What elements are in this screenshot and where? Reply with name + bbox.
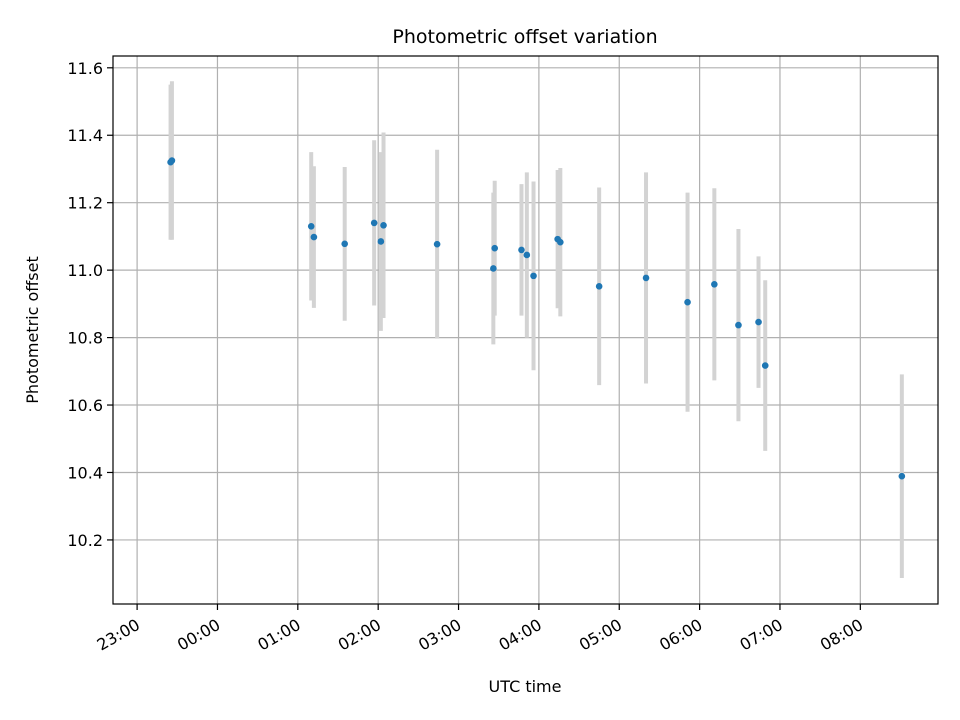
- data-point: [642, 274, 650, 282]
- chart-title: Photometric offset variation: [392, 26, 657, 48]
- data-point: [898, 472, 906, 480]
- data-point: [310, 233, 318, 241]
- data-point: [433, 240, 441, 248]
- data-point: [684, 298, 691, 306]
- data-point: [523, 251, 531, 259]
- data-point: [557, 238, 564, 246]
- data-point: [491, 244, 498, 252]
- y-tick-label: 11.2: [67, 194, 103, 213]
- data-point: [380, 221, 387, 229]
- y-tick-label: 10.8: [67, 329, 103, 348]
- data-point: [518, 246, 525, 254]
- data-point: [341, 240, 348, 248]
- data-point: [168, 157, 176, 164]
- data-point: [735, 321, 742, 329]
- y-tick-label: 11.4: [67, 126, 103, 145]
- data-point: [530, 272, 537, 280]
- data-point: [377, 238, 385, 245]
- data-point: [370, 219, 378, 227]
- data-point: [595, 283, 603, 290]
- data-point: [307, 223, 315, 230]
- data-point: [711, 281, 718, 288]
- y-axis-label: Photometric offset: [23, 256, 42, 404]
- y-tick-label: 10.2: [67, 531, 103, 550]
- y-tick-label: 10.4: [67, 463, 103, 482]
- data-point: [755, 318, 762, 326]
- data-point: [490, 265, 497, 272]
- y-ticks: 10.2 10.4 10.6 10.8 11.0 11.2 11.4 11.6: [67, 59, 113, 550]
- markers: [167, 157, 906, 480]
- y-tick-label: 11.6: [67, 59, 103, 78]
- plot-frame: [112, 55, 939, 605]
- x-axis-label: UTC time: [489, 677, 562, 696]
- y-tick-label: 10.6: [67, 396, 103, 415]
- y-tick-label: 11.0: [67, 261, 103, 280]
- data-point: [761, 362, 769, 369]
